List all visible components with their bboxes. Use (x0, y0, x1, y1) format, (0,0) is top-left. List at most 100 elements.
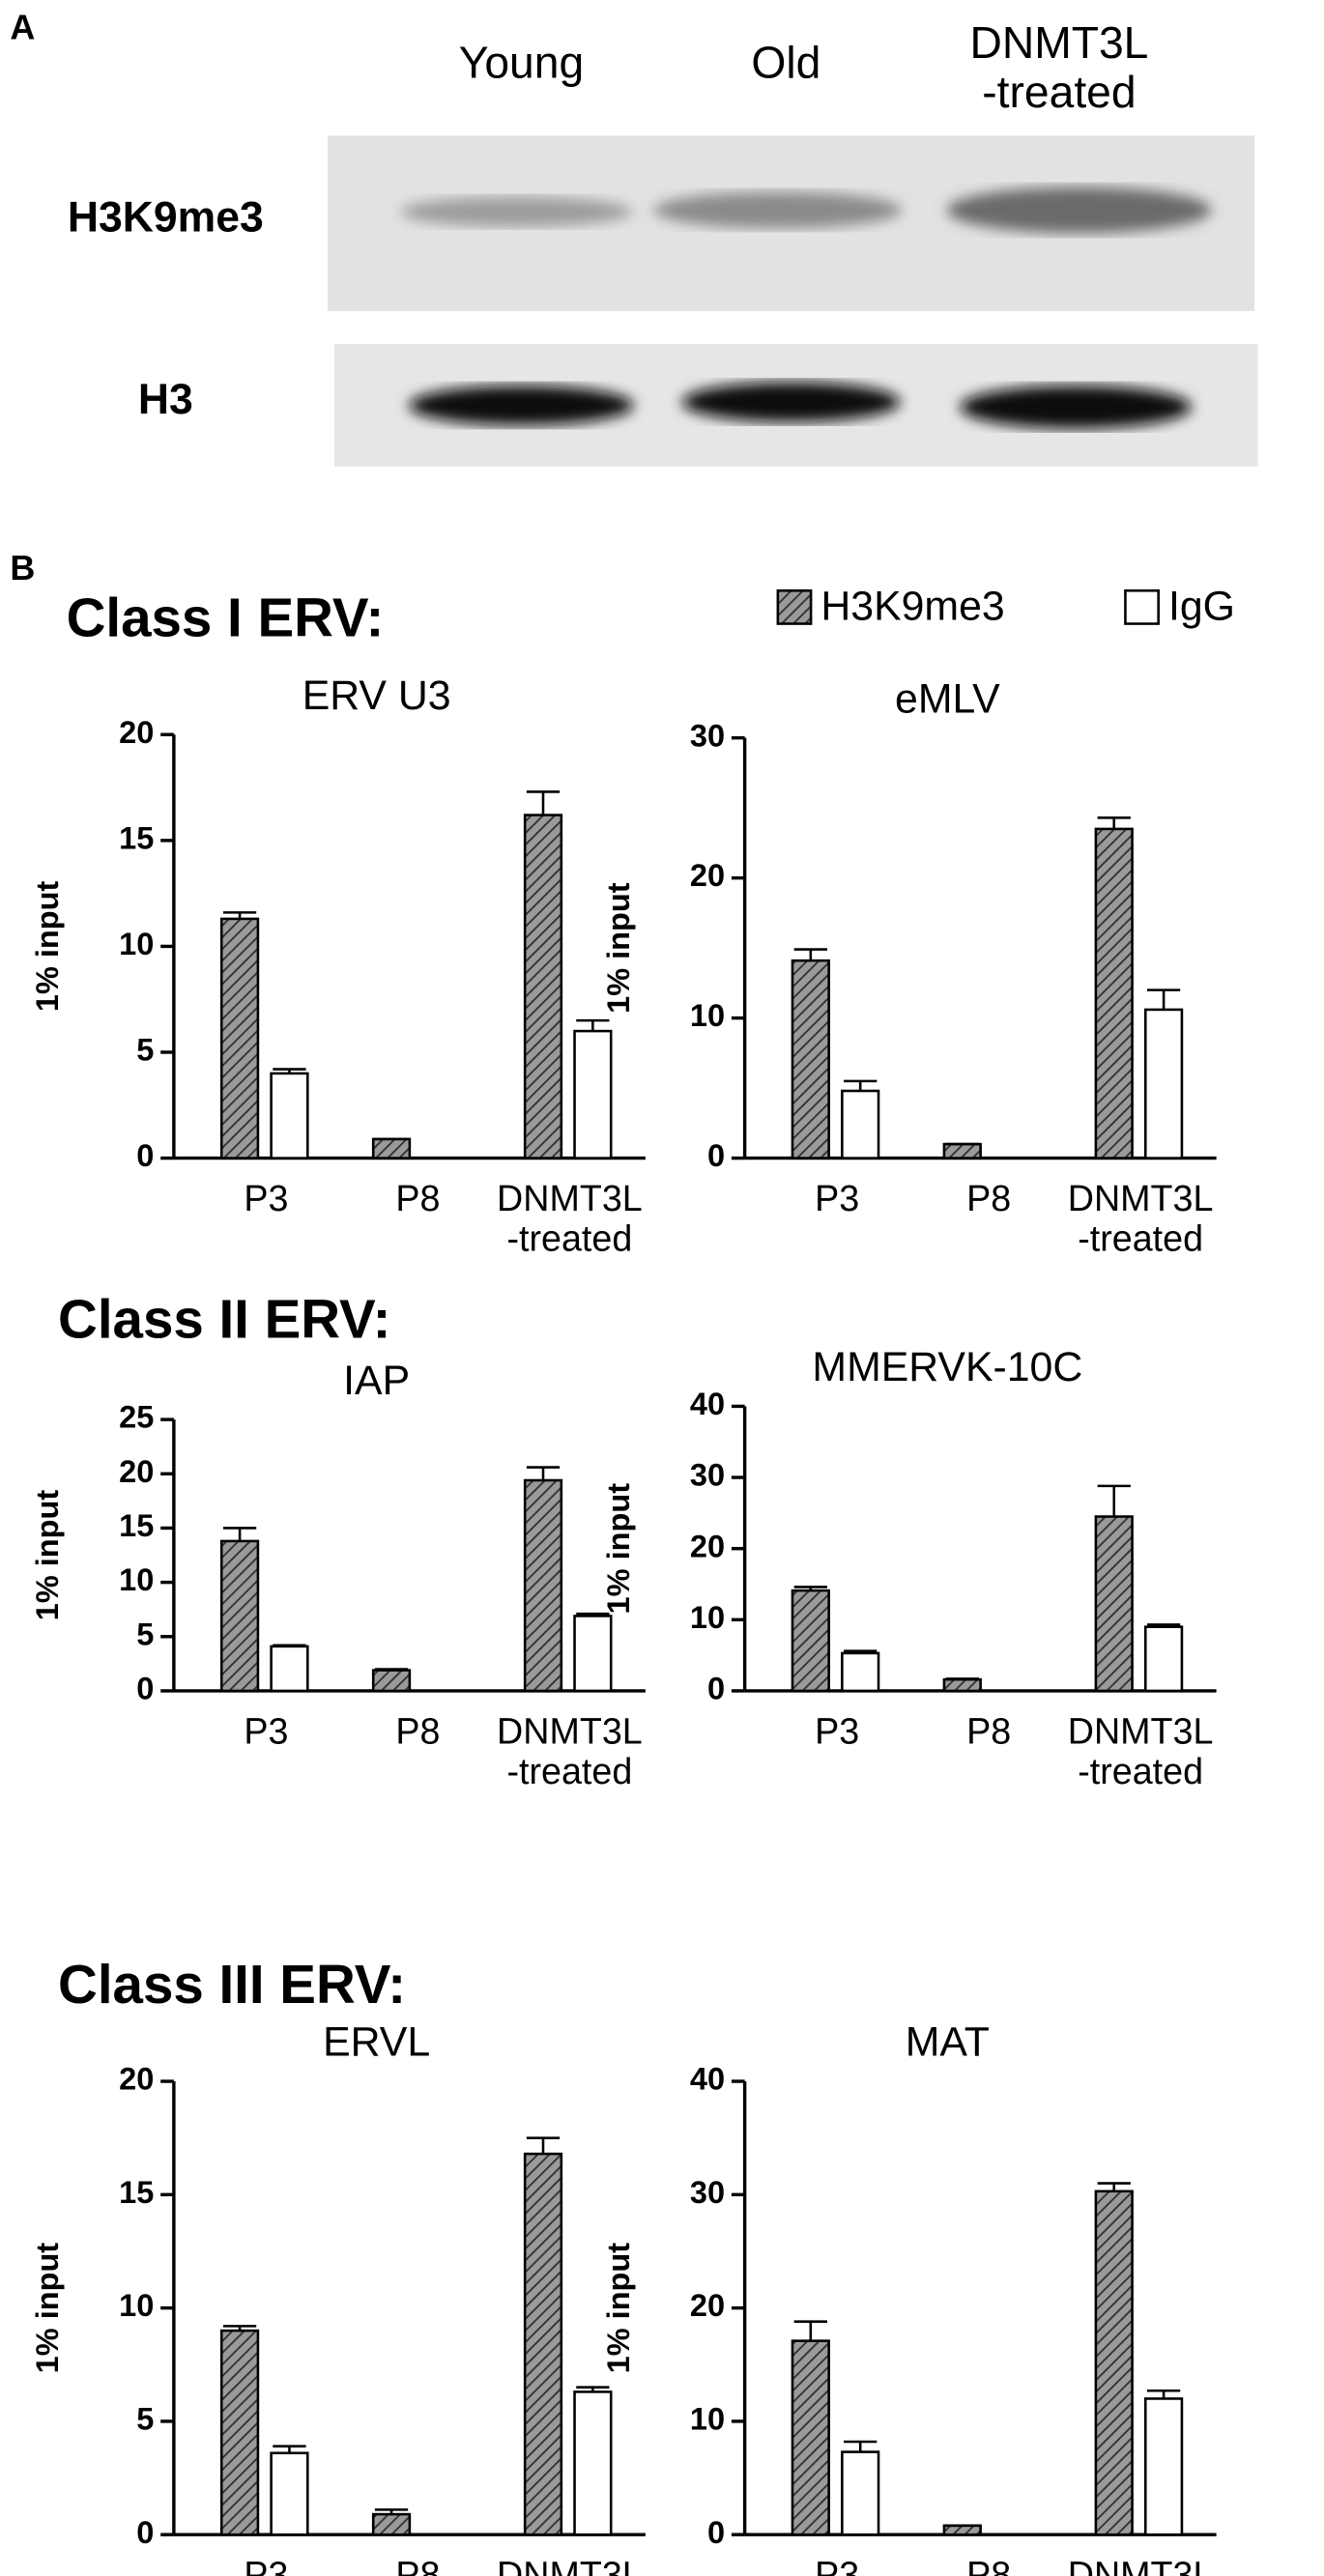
x-tick-label: P3 (815, 1178, 859, 1218)
y-tick-label: 40 (690, 2062, 725, 2097)
legend-swatch (776, 588, 813, 625)
x-tick-label: DNMT3L-treated (1068, 1178, 1214, 1258)
error-bar (222, 911, 257, 919)
bar (942, 1142, 982, 1159)
bar (270, 1072, 309, 1159)
error-bar (273, 1068, 306, 1073)
x-tick-label: DNMT3L-treated (1068, 2555, 1214, 2576)
bar (523, 2152, 563, 2536)
x-tick-label: P8 (395, 1178, 440, 1218)
error-bar (844, 1649, 878, 1653)
bar (1094, 1515, 1134, 1693)
error-bar (222, 1527, 257, 1541)
chart-title: ERV U3 (302, 673, 451, 719)
x-tick-label: P8 (395, 2555, 440, 2576)
y-tick-label: 15 (119, 820, 154, 855)
y-tick-label: 30 (690, 2175, 725, 2210)
y-tick-label: 20 (690, 858, 725, 893)
x-tick-label: DNMT3L-treated (1068, 1710, 1214, 1790)
bar (573, 1615, 613, 1693)
bar (791, 1589, 830, 1693)
x-tick-label: DNMT3L-treated (497, 1178, 643, 1258)
bar (1094, 2190, 1134, 2536)
chart-title: MMERVK-10C (812, 1344, 1082, 1390)
y-tick-label: 5 (136, 1033, 154, 1068)
legend-label: IgG (1168, 583, 1235, 629)
bar (1143, 1008, 1184, 1159)
error-bar (1146, 2389, 1181, 2399)
x-tick-label: P8 (966, 2555, 1011, 2576)
y-tick-label: 5 (136, 2401, 154, 2436)
error-bar (793, 1586, 827, 1591)
x-tick-label: P3 (244, 1178, 288, 1218)
y-axis-label: 1% input (601, 882, 636, 1014)
x-tick-label: DNMT3L-treated (497, 1710, 643, 1790)
section-title: Class III ERV: (58, 1954, 406, 2015)
lane-label: Old (751, 38, 820, 88)
error-bar (222, 2325, 257, 2332)
y-axis-label: 1% input (601, 1483, 636, 1615)
bar (270, 2451, 309, 2536)
chart-title: ERVL (323, 2019, 430, 2066)
y-tick-label: 10 (690, 998, 725, 1033)
bar (791, 959, 830, 1159)
error-bar (526, 790, 561, 816)
y-tick-label: 20 (690, 1529, 725, 1563)
chart-title: IAP (343, 1358, 410, 1404)
bar (523, 1478, 563, 1693)
section-title: Class II ERV: (58, 1289, 390, 1350)
y-tick-label: 10 (119, 2288, 154, 2323)
error-bar (374, 2508, 409, 2515)
x-tick-label: P8 (966, 1710, 1011, 1751)
y-axis-label: 1% input (30, 1490, 65, 1621)
y-tick-label: 10 (119, 1562, 154, 1597)
error-bar (945, 1677, 979, 1680)
x-tick-label: P3 (244, 1710, 288, 1751)
y-tick-label: 25 (119, 1400, 154, 1435)
error-bar (526, 1466, 561, 1481)
y-tick-label: 0 (707, 1138, 725, 1173)
section-title: Class I ERV: (67, 587, 385, 648)
bar (573, 2390, 613, 2536)
y-tick-label: 0 (136, 1138, 154, 1173)
y-tick-label: 0 (707, 1672, 725, 1706)
lane-label: DNMT3L -treated (969, 17, 1148, 117)
error-bar (793, 948, 827, 961)
y-tick-label: 15 (119, 2175, 154, 2210)
western-blot (328, 135, 1258, 467)
y-tick-label: 15 (119, 1508, 154, 1543)
x-tick-label: P3 (244, 2555, 288, 2576)
bar (573, 1029, 613, 1159)
y-tick-label: 5 (136, 1617, 154, 1651)
y-tick-label: 0 (707, 2515, 725, 2550)
bar (371, 2512, 412, 2536)
y-tick-label: 30 (690, 1458, 725, 1493)
y-tick-label: 30 (690, 718, 725, 753)
x-tick-label: P8 (966, 1178, 1011, 1218)
legend-label: H3K9me3 (820, 583, 1004, 629)
y-tick-label: 20 (690, 2288, 725, 2323)
error-bar (844, 2440, 878, 2452)
y-tick-label: 20 (119, 715, 154, 750)
row-label: H3 (138, 376, 193, 423)
lane-label: Young (459, 38, 584, 88)
error-bar (1146, 1623, 1181, 1627)
y-tick-label: 10 (690, 1600, 725, 1635)
y-axis-label: 1% input (601, 2243, 636, 2374)
bar (942, 1677, 982, 1693)
bar (841, 1089, 880, 1159)
y-tick-label: 20 (119, 2062, 154, 2097)
chart-title: MAT (906, 2019, 990, 2066)
row-label: H3K9me3 (68, 193, 264, 241)
error-bar (576, 2386, 610, 2392)
y-axis-label: 1% input (30, 2243, 65, 2374)
error-bar (576, 1612, 610, 1617)
y-tick-label: 20 (119, 1454, 154, 1489)
error-bar (576, 1018, 610, 1032)
error-bar (1097, 1484, 1131, 1517)
bar (841, 2450, 880, 2536)
y-tick-label: 0 (136, 2515, 154, 2550)
x-tick-label: P8 (395, 1710, 440, 1751)
bar (219, 917, 260, 1159)
x-tick-label: P3 (815, 1710, 859, 1751)
